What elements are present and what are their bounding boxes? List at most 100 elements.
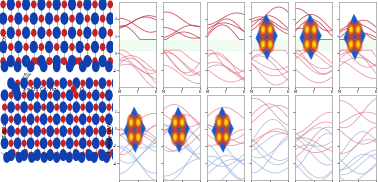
Circle shape — [111, 150, 115, 155]
Circle shape — [86, 102, 93, 112]
Circle shape — [8, 126, 14, 136]
Circle shape — [42, 152, 45, 158]
Circle shape — [38, 56, 45, 67]
Circle shape — [48, 116, 52, 122]
Circle shape — [55, 104, 59, 110]
Circle shape — [8, 150, 14, 160]
Circle shape — [76, 13, 83, 24]
Circle shape — [68, 128, 71, 134]
Circle shape — [24, 15, 28, 22]
Circle shape — [4, 153, 10, 162]
Circle shape — [112, 102, 119, 112]
Circle shape — [16, 80, 19, 86]
Text: Energy (eV): Energy (eV) — [108, 123, 113, 152]
Circle shape — [94, 128, 98, 134]
Circle shape — [54, 153, 60, 162]
Circle shape — [99, 56, 106, 67]
Circle shape — [94, 104, 98, 110]
Circle shape — [32, 58, 36, 64]
Circle shape — [8, 102, 14, 112]
Circle shape — [99, 27, 106, 38]
Circle shape — [76, 41, 83, 52]
Circle shape — [29, 152, 33, 158]
Circle shape — [49, 150, 52, 155]
Circle shape — [35, 92, 39, 98]
Circle shape — [23, 0, 29, 10]
Circle shape — [55, 80, 59, 86]
Circle shape — [101, 116, 104, 122]
Circle shape — [16, 1, 20, 8]
Circle shape — [54, 138, 60, 148]
Circle shape — [99, 78, 105, 88]
Circle shape — [54, 114, 60, 124]
Circle shape — [61, 58, 65, 64]
Circle shape — [115, 27, 121, 38]
Circle shape — [60, 126, 67, 136]
Circle shape — [0, 41, 6, 52]
Circle shape — [61, 13, 68, 24]
Circle shape — [47, 78, 53, 88]
Circle shape — [99, 150, 102, 155]
Circle shape — [22, 58, 26, 64]
Circle shape — [42, 128, 45, 134]
Circle shape — [104, 153, 110, 162]
Circle shape — [22, 140, 26, 146]
Circle shape — [29, 80, 33, 86]
Circle shape — [93, 61, 99, 72]
Circle shape — [80, 138, 86, 148]
Circle shape — [73, 102, 79, 112]
Circle shape — [84, 56, 91, 67]
Circle shape — [15, 13, 22, 24]
Circle shape — [62, 29, 67, 36]
Circle shape — [79, 153, 85, 162]
Circle shape — [16, 152, 19, 158]
Circle shape — [86, 150, 90, 155]
Circle shape — [60, 150, 67, 160]
Circle shape — [87, 140, 91, 146]
Circle shape — [122, 41, 129, 52]
Circle shape — [93, 1, 97, 8]
Circle shape — [1, 1, 5, 8]
Circle shape — [11, 150, 15, 155]
Circle shape — [16, 128, 19, 134]
Circle shape — [40, 138, 47, 148]
Circle shape — [80, 114, 86, 124]
Circle shape — [28, 138, 34, 148]
Circle shape — [53, 56, 60, 67]
Circle shape — [48, 58, 52, 64]
Circle shape — [93, 90, 99, 100]
Circle shape — [1, 29, 5, 36]
Circle shape — [87, 116, 91, 122]
Circle shape — [66, 153, 72, 162]
Circle shape — [115, 0, 121, 10]
Circle shape — [112, 126, 119, 136]
Text: 1H-XO₂: 1H-XO₂ — [2, 34, 7, 53]
Circle shape — [80, 90, 86, 100]
Circle shape — [61, 92, 65, 98]
Circle shape — [21, 78, 27, 88]
Circle shape — [107, 128, 111, 134]
Circle shape — [2, 114, 8, 124]
Circle shape — [87, 58, 91, 64]
Circle shape — [28, 61, 34, 72]
Circle shape — [74, 58, 78, 64]
Circle shape — [9, 15, 13, 22]
Circle shape — [29, 104, 33, 110]
Circle shape — [47, 150, 53, 160]
Circle shape — [67, 114, 73, 124]
Circle shape — [7, 27, 14, 38]
Circle shape — [8, 78, 14, 88]
Circle shape — [106, 114, 112, 124]
Circle shape — [108, 29, 112, 36]
Circle shape — [108, 1, 112, 8]
Circle shape — [53, 27, 60, 38]
Circle shape — [53, 0, 60, 10]
Circle shape — [74, 116, 78, 122]
Circle shape — [35, 140, 39, 146]
Circle shape — [60, 102, 67, 112]
Circle shape — [9, 44, 13, 50]
Circle shape — [67, 61, 73, 72]
Circle shape — [39, 44, 43, 50]
Text: X=Zn, Cd, Hg: X=Zn, Cd, Hg — [23, 87, 56, 92]
Circle shape — [47, 29, 51, 36]
